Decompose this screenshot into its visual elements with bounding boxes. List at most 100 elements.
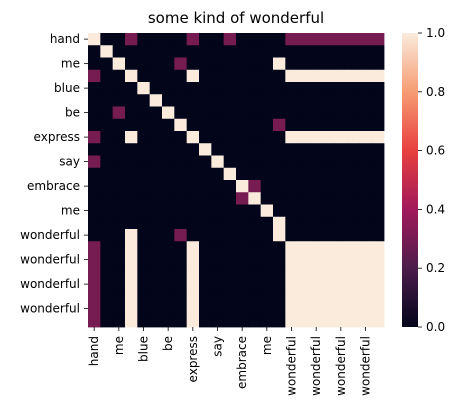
heatmap-cell	[322, 45, 336, 58]
heatmap-cell	[186, 45, 200, 58]
heatmap-cell	[297, 143, 311, 156]
heatmap-cell	[174, 290, 188, 303]
heatmap-cell	[186, 131, 200, 144]
heatmap-cell	[273, 216, 286, 230]
heatmap-cell	[359, 131, 373, 144]
heatmap-cell	[236, 265, 249, 279]
heatmap-cell	[285, 253, 299, 267]
heatmap-cell	[371, 69, 385, 83]
heatmap-cell	[236, 33, 249, 46]
heatmap-cell	[149, 69, 163, 83]
heatmap-cell	[322, 216, 336, 230]
heatmap-cell	[322, 278, 336, 291]
heatmap-cell	[137, 241, 151, 254]
heatmap-cell	[310, 253, 323, 267]
heatmap-cell	[260, 155, 274, 169]
heatmap-cell	[211, 204, 225, 218]
heatmap-cell	[112, 82, 126, 95]
heatmap-cell	[186, 33, 200, 46]
heatmap-cell	[347, 155, 360, 169]
heatmap-cell	[100, 241, 114, 254]
heatmap-cell	[347, 143, 360, 156]
heatmap-cell	[199, 216, 212, 230]
heatmap-cell	[223, 278, 237, 291]
heatmap-cell	[186, 229, 200, 242]
heatmap-cell	[211, 33, 225, 46]
heatmap-cell	[162, 57, 175, 71]
heatmap-cell	[347, 302, 360, 316]
heatmap-cell	[112, 33, 126, 46]
heatmap-cell	[162, 155, 175, 169]
heatmap-cell	[322, 155, 336, 169]
x-tick-label: me	[112, 336, 126, 355]
heatmap-cell	[371, 265, 385, 279]
heatmap-cell	[285, 192, 299, 205]
heatmap-cell	[297, 253, 311, 267]
heatmap-cell	[273, 302, 286, 316]
heatmap-cell	[149, 180, 163, 193]
heatmap-cell	[174, 278, 188, 291]
heatmap-cell	[125, 192, 138, 205]
heatmap-cell	[199, 290, 212, 303]
heatmap-cell	[359, 278, 373, 291]
y-tick-label: me	[61, 204, 80, 218]
heatmap-cell	[211, 94, 225, 107]
heatmap-cell	[149, 204, 163, 218]
heatmap-cell	[322, 229, 336, 242]
heatmap-cell	[371, 94, 385, 107]
heatmap-cell	[88, 241, 101, 254]
heatmap-cell	[359, 180, 373, 193]
heatmap-cell	[211, 57, 225, 71]
heatmap-cell	[223, 45, 237, 58]
colorbar-tick-label: 0.2	[426, 261, 445, 275]
heatmap-cell	[310, 69, 323, 83]
heatmap-cell	[162, 253, 175, 267]
heatmap-cell	[174, 216, 188, 230]
heatmap-cell	[248, 241, 262, 254]
heatmap-cell	[347, 82, 360, 95]
heatmap-cell	[186, 302, 200, 316]
heatmap-cell	[112, 290, 126, 303]
colorbar	[402, 33, 418, 327]
heatmap-cell	[359, 82, 373, 95]
heatmap-cell	[137, 192, 151, 205]
heatmap-cell	[297, 45, 311, 58]
heatmap-cell	[162, 216, 175, 230]
heatmap-cell	[100, 192, 114, 205]
heatmap-cell	[322, 57, 336, 71]
heatmap-cell	[149, 302, 163, 316]
heatmap-cell	[223, 229, 237, 242]
heatmap-cell	[248, 69, 262, 83]
heatmap-cell	[162, 229, 175, 242]
heatmap-cell	[334, 204, 348, 218]
heatmap-cell	[273, 290, 286, 303]
heatmap-cell	[149, 314, 163, 328]
heatmap-cell	[162, 106, 175, 120]
heatmap-cell	[199, 180, 212, 193]
heatmap-cell	[88, 216, 101, 230]
heatmap-cell	[223, 265, 237, 279]
heatmap-cell	[273, 94, 286, 107]
heatmap-cell	[359, 143, 373, 156]
heatmap-cell	[322, 94, 336, 107]
heatmap-cell	[112, 118, 126, 132]
heatmap-cell	[199, 265, 212, 279]
heatmap-cell	[223, 94, 237, 107]
heatmap-cell	[88, 69, 101, 83]
x-tick-label: be	[161, 336, 175, 351]
heatmap-cell	[285, 216, 299, 230]
heatmap-cell	[322, 167, 336, 181]
heatmap-cell	[322, 192, 336, 205]
heatmap-cell	[149, 167, 163, 181]
heatmap-cell	[285, 290, 299, 303]
heatmap-cell	[347, 314, 360, 328]
heatmap-cell	[236, 278, 249, 291]
heatmap-cell	[310, 229, 323, 242]
heatmap-cell	[334, 167, 348, 181]
heatmap-cell	[322, 69, 336, 83]
heatmap-cell	[112, 180, 126, 193]
heatmap-cell	[162, 143, 175, 156]
heatmap-cell	[162, 192, 175, 205]
heatmap-cell	[223, 57, 237, 71]
heatmap-cell	[347, 33, 360, 46]
